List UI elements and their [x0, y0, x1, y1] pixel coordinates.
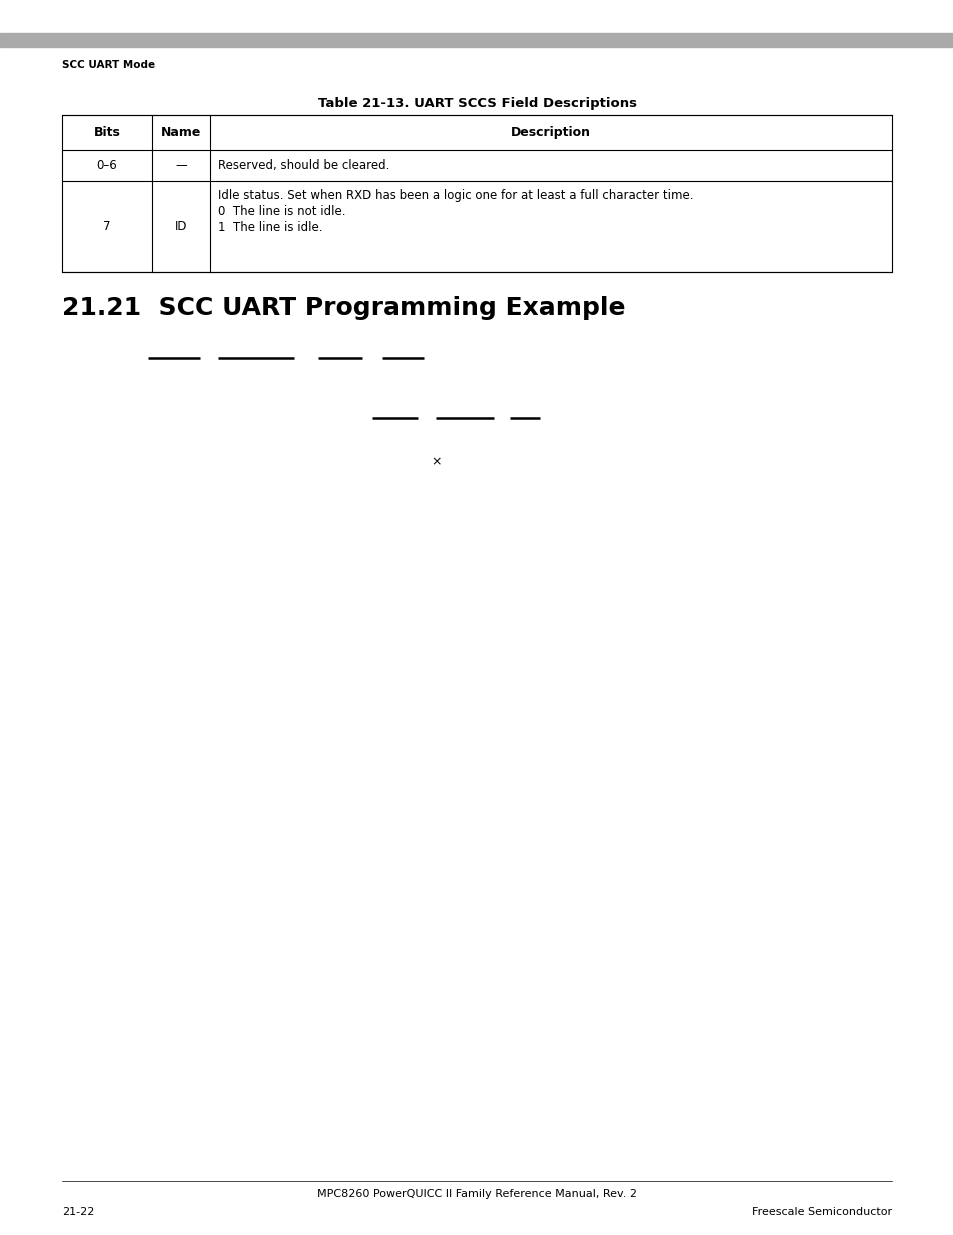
Text: —: —: [175, 159, 187, 172]
Text: Description: Description: [511, 126, 590, 140]
Text: ×: ×: [432, 456, 442, 468]
Text: 7: 7: [103, 220, 111, 233]
Text: Name: Name: [161, 126, 201, 140]
Text: MPC8260 PowerQUICC II Family Reference Manual, Rev. 2: MPC8260 PowerQUICC II Family Reference M…: [316, 1189, 637, 1199]
Text: 21.21  SCC UART Programming Example: 21.21 SCC UART Programming Example: [62, 296, 625, 320]
Text: SCC UART Mode: SCC UART Mode: [62, 61, 155, 70]
Bar: [62, 115, 891, 272]
Text: Reserved, should be cleared.: Reserved, should be cleared.: [217, 159, 389, 172]
Text: 1  The line is idle.: 1 The line is idle.: [217, 221, 322, 233]
Bar: [0, 33, 953, 47]
Text: 0–6: 0–6: [96, 159, 117, 172]
Text: Bits: Bits: [93, 126, 120, 140]
Text: Idle status. Set when RXD has been a logic one for at least a full character tim: Idle status. Set when RXD has been a log…: [217, 189, 693, 203]
Text: 0  The line is not idle.: 0 The line is not idle.: [217, 205, 345, 219]
Text: 21-22: 21-22: [62, 1207, 94, 1216]
Text: Freescale Semiconductor: Freescale Semiconductor: [751, 1207, 891, 1216]
Text: ID: ID: [174, 220, 187, 233]
Text: Table 21-13. UART SCCS Field Descriptions: Table 21-13. UART SCCS Field Description…: [317, 98, 636, 110]
